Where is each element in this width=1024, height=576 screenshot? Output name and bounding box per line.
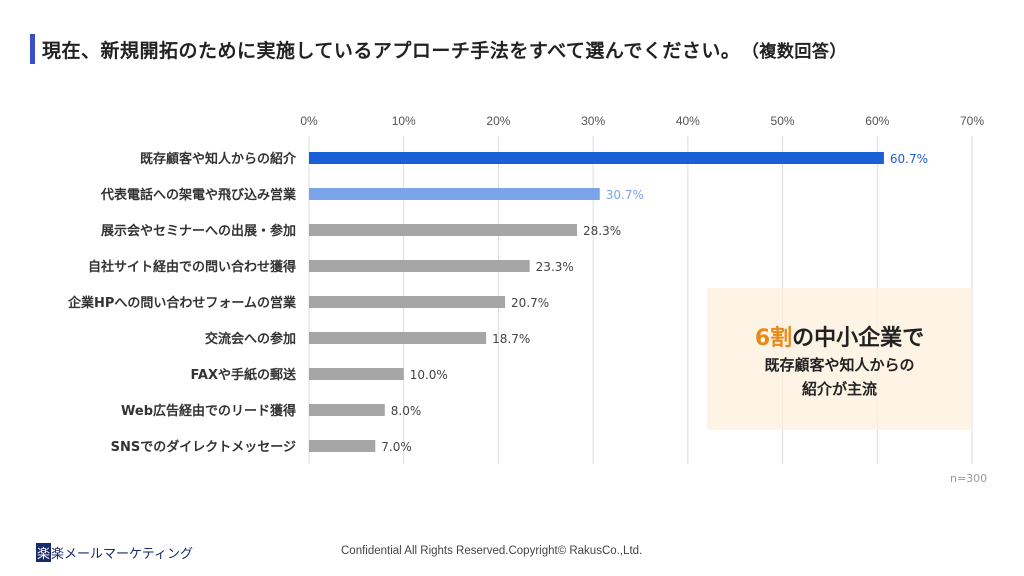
bar — [309, 224, 578, 236]
sample-size: n=300 — [950, 472, 988, 485]
category-label: 交流会への参加 — [205, 331, 296, 347]
bar — [309, 260, 530, 272]
callout-line3: 紹介が主流 — [801, 380, 877, 398]
copyright: Confidential All Rights Reserved.Copyrig… — [341, 545, 643, 557]
x-tick-label: 60% — [865, 114, 889, 128]
x-tick-label: 30% — [581, 114, 605, 128]
logo: 楽楽メールマーケティング — [36, 543, 193, 562]
x-tick-label: 50% — [771, 114, 795, 128]
category-label: 企業HPへの問い合わせフォームの営業 — [67, 295, 297, 311]
x-tick-label: 40% — [676, 114, 700, 128]
bar — [309, 404, 385, 416]
category-label: Web広告経由でのリード獲得 — [121, 403, 296, 419]
data-label: 10.0% — [410, 368, 448, 382]
category-label: 既存顧客や知人からの紹介 — [140, 151, 297, 167]
data-label: 23.3% — [536, 260, 574, 274]
category-label: FAXや手紙の郵送 — [191, 367, 297, 383]
category-label: 代表電話への架電や飛び込み営業 — [100, 187, 297, 203]
bar — [309, 188, 600, 200]
bar — [309, 368, 404, 380]
category-label: 自社サイト経由での問い合わせ獲得 — [88, 259, 296, 275]
data-label: 18.7% — [492, 332, 530, 346]
bar — [309, 296, 506, 308]
bar — [309, 332, 487, 344]
category-label: 展示会やセミナーへの出展・参加 — [101, 223, 296, 239]
data-label: 60.7% — [890, 152, 928, 166]
category-label: SNSでのダイレクトメッセージ — [111, 439, 296, 455]
logo-mark: 楽 — [36, 543, 52, 562]
callout-highlight: 6割 — [754, 326, 793, 351]
data-label: 7.0% — [381, 440, 412, 454]
bar — [309, 440, 376, 452]
callout-line2: 既存顧客や知人からの — [764, 356, 915, 374]
page-title: 現在、新規開拓のために実施しているアプローチ手法をすべて選んでください。 （複数回… — [42, 36, 847, 63]
title-subtitle: （複数回答） — [750, 42, 847, 62]
callout-box: 6割の中小企業で 既存顧客や知人からの 紹介が主流 — [707, 288, 972, 430]
x-tick-label: 10% — [392, 114, 416, 128]
x-tick-label: 70% — [960, 114, 984, 128]
bar — [309, 152, 884, 164]
callout-line1: の中小企業で — [792, 326, 925, 351]
data-label: 30.7% — [606, 188, 644, 202]
x-tick-label: 20% — [486, 114, 510, 128]
title-text: 現在、新規開拓のために実施しているアプローチ手法をすべて選んでください。 — [42, 40, 741, 62]
x-tick-label: 0% — [300, 114, 318, 128]
data-label: 28.3% — [583, 224, 621, 238]
data-label: 20.7% — [511, 296, 549, 310]
data-label: 8.0% — [391, 404, 422, 418]
logo-text: 楽メールマーケティング — [51, 547, 193, 562]
title-accent-bar — [30, 34, 35, 64]
